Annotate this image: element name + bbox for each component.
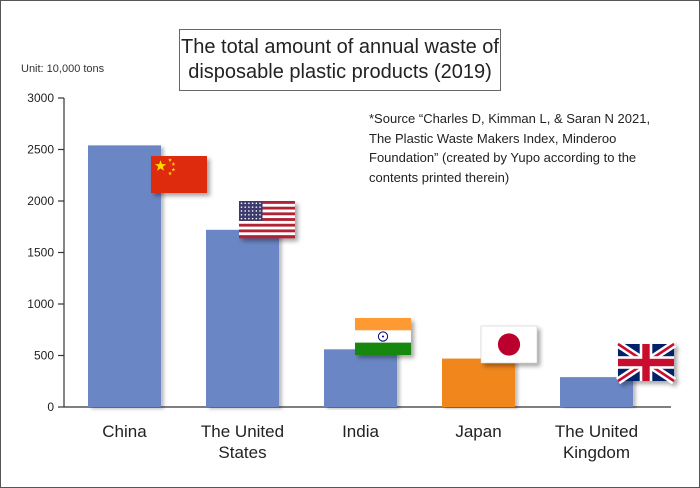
- source-line: The Plastic Waste Makers Index, Minderoo: [369, 130, 617, 146]
- y-tick-label: 1000: [27, 297, 54, 311]
- chart-title: The total amount of annual waste of disp…: [179, 29, 501, 91]
- x-tick-label: Japan: [455, 422, 501, 441]
- chart-title-line-2: disposable plastic products (2019): [188, 61, 492, 83]
- chart-title-line-1: The total amount of annual waste of: [181, 36, 499, 58]
- y-tick-label: 0: [47, 400, 54, 414]
- source-line: Foundation” (created by Yupo according t…: [369, 150, 637, 165]
- y-tick-label: 2000: [27, 194, 54, 208]
- x-tick-label: Kingdom: [563, 443, 630, 462]
- y-tick-label: 3000: [27, 91, 54, 105]
- y-tick-label: 2500: [27, 143, 54, 157]
- y-tick-label: 1500: [27, 246, 54, 260]
- bar-0: [88, 145, 161, 407]
- source-line: contents printed therein): [369, 169, 510, 185]
- x-tick-label: The United: [555, 422, 638, 441]
- source-line: *Source “Charles D, Kimman L, & Saran N …: [369, 111, 651, 126]
- source-note: *Source “Charles D, Kimman L, & Saran N …: [369, 109, 689, 187]
- x-tick-label: The United: [201, 422, 284, 441]
- japan-flag-icon: [480, 325, 538, 364]
- usa-flag-icon: [239, 201, 295, 239]
- x-tick-label: States: [218, 443, 266, 462]
- uk-flag-icon: [615, 340, 677, 385]
- bar-2: [324, 349, 397, 407]
- china-flag-icon: [151, 156, 207, 193]
- x-tick-label: India: [342, 422, 379, 441]
- x-tick-label: China: [102, 422, 147, 441]
- bar-1: [206, 229, 279, 407]
- bar-3: [442, 358, 515, 407]
- y-tick-label: 500: [34, 349, 54, 363]
- india-flag-icon: [355, 318, 411, 355]
- unit-label: Unit: 10,000 tons: [21, 63, 105, 75]
